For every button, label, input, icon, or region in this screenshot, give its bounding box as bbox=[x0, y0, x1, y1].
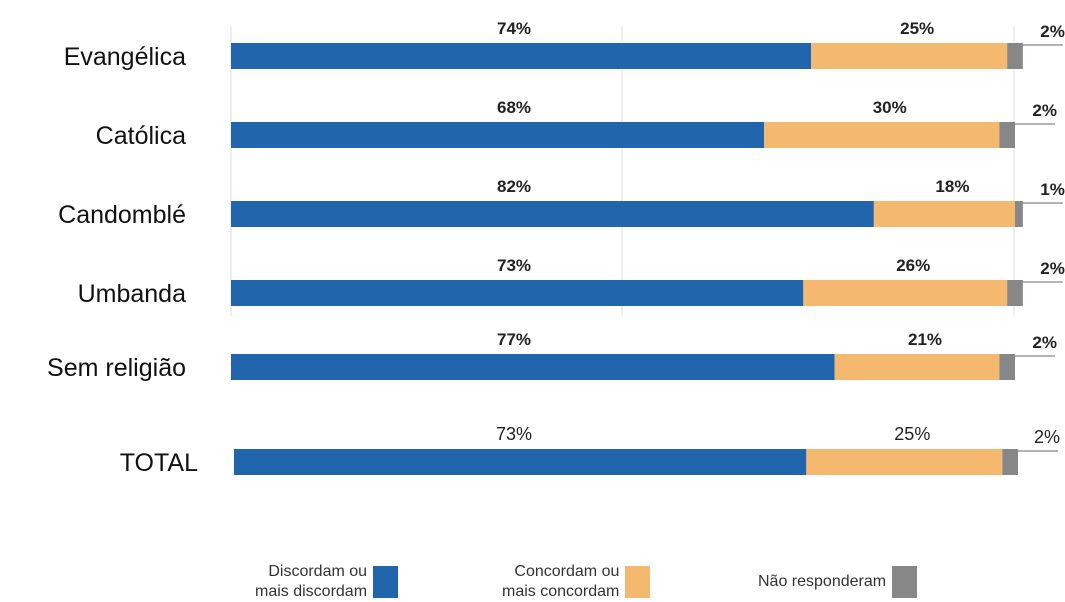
bar-evangelica-1 bbox=[811, 43, 1008, 69]
value-label-candomble-0: 82% bbox=[497, 177, 531, 196]
legend-swatch-discordam bbox=[373, 566, 399, 598]
value-label-evangelica-2: 2% bbox=[1040, 22, 1065, 41]
category-label-sem-religiao: Sem religião bbox=[47, 354, 186, 382]
value-label-evangelica-0: 74% bbox=[497, 19, 531, 38]
value-label-umbanda-0: 73% bbox=[497, 256, 531, 275]
value-label-sem-religiao-0: 77% bbox=[497, 330, 531, 349]
category-label-umbanda: Umbanda bbox=[78, 280, 186, 308]
legend-discordam: Discordam ou mais discordam bbox=[255, 562, 399, 602]
value-label-total-1: 25% bbox=[894, 424, 930, 444]
legend-label-discordam: Discordam ou mais discordam bbox=[255, 563, 368, 600]
legend-swatch-concordam bbox=[625, 566, 651, 598]
legend-swatch-nao-responderam bbox=[892, 566, 918, 598]
bar-sem-religiao-1 bbox=[834, 354, 1000, 380]
legend-label-concordam: Concordam ou mais concordam bbox=[502, 563, 620, 600]
legend-nao-responderam: Não responderam bbox=[758, 562, 918, 602]
bar-candomble-0 bbox=[231, 201, 874, 227]
bar-evangelica-0 bbox=[231, 43, 812, 69]
bar-evangelica-2 bbox=[1007, 43, 1023, 69]
bar-catolica-0 bbox=[231, 122, 765, 148]
bar-umbanda-2 bbox=[1007, 280, 1023, 306]
value-label-umbanda-2: 2% bbox=[1040, 259, 1065, 278]
category-label-evangelica: Evangélica bbox=[64, 43, 186, 71]
bar-catolica-1 bbox=[764, 122, 1000, 148]
value-label-catolica-0: 68% bbox=[497, 98, 531, 117]
value-label-umbanda-1: 26% bbox=[896, 256, 930, 275]
bar-catolica-2 bbox=[999, 122, 1015, 148]
value-label-total-2: 2% bbox=[1034, 427, 1060, 447]
bar-sem-religiao-2 bbox=[999, 354, 1015, 380]
value-label-total-0: 73% bbox=[496, 424, 532, 444]
category-label-catolica: Católica bbox=[96, 122, 186, 150]
bar-candomble-1 bbox=[873, 201, 1015, 227]
bar-candomble-2 bbox=[1015, 201, 1023, 227]
bar-total-2 bbox=[1002, 449, 1018, 475]
legend-concordam: Concordam ou mais concordam bbox=[502, 562, 651, 602]
bar-sem-religiao-0 bbox=[231, 354, 835, 380]
bar-umbanda-0 bbox=[231, 280, 804, 306]
value-label-catolica-1: 30% bbox=[873, 98, 907, 117]
value-label-catolica-2: 2% bbox=[1032, 101, 1057, 120]
value-label-evangelica-1: 25% bbox=[900, 19, 934, 38]
category-label-candomble: Candomblé bbox=[58, 201, 186, 229]
legend-label-nao-responderam: Não responderam bbox=[758, 573, 887, 590]
value-label-candomble-2: 1% bbox=[1040, 180, 1065, 199]
value-label-sem-religiao-1: 21% bbox=[908, 330, 942, 349]
value-label-candomble-1: 18% bbox=[935, 177, 969, 196]
bar-total-0 bbox=[234, 449, 807, 475]
bar-umbanda-1 bbox=[803, 280, 1008, 306]
value-label-sem-religiao-2: 2% bbox=[1032, 333, 1057, 352]
bar-total-1 bbox=[806, 449, 1003, 475]
category-label-total: TOTAL bbox=[120, 449, 198, 477]
